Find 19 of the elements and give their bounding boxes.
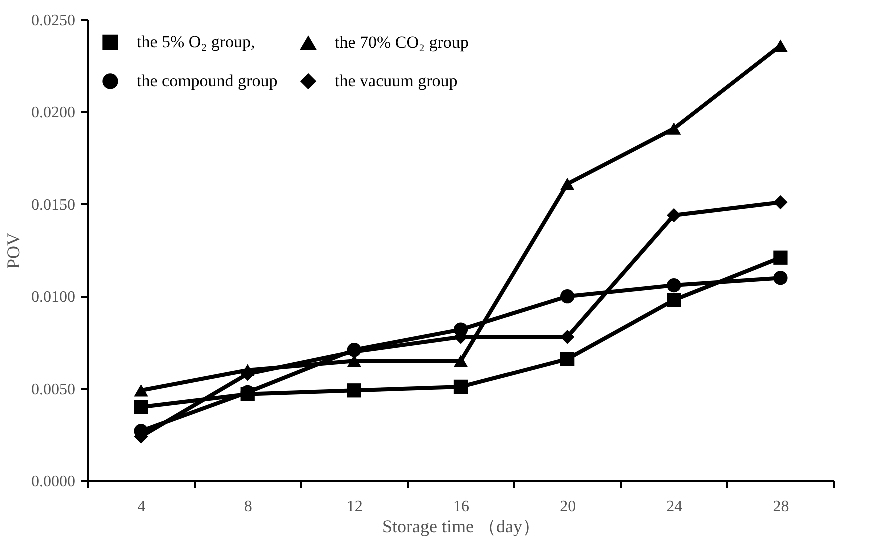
y-tick-label: 0.0200 xyxy=(32,104,76,122)
legend-label: the 70% CO₂ group xyxy=(335,33,469,52)
x-tick-label: 8 xyxy=(244,498,252,516)
y-axis-title: POV xyxy=(4,232,24,270)
legend-label: the compound group xyxy=(137,72,278,90)
legend-label: the 5% O₂ group, xyxy=(137,32,256,52)
y-tick-label: 0.0150 xyxy=(32,196,76,214)
x-axis-title: Storage time （day） xyxy=(382,516,540,536)
y-tick-label: 0.0250 xyxy=(32,12,76,30)
x-tick-label: 28 xyxy=(773,498,790,516)
x-tick-label: 4 xyxy=(138,498,146,516)
x-tick-label: 12 xyxy=(346,498,363,516)
y-tick-label: 0.0000 xyxy=(32,474,76,490)
y-tick-label: 0.0050 xyxy=(32,381,76,398)
x-tick-label: 16 xyxy=(454,498,470,516)
x-tick-label: 20 xyxy=(560,498,576,516)
x-tick-label: 24 xyxy=(666,498,683,516)
y-tick-label: 0.0100 xyxy=(32,289,76,306)
legend-label: the vacuum group xyxy=(335,72,458,90)
